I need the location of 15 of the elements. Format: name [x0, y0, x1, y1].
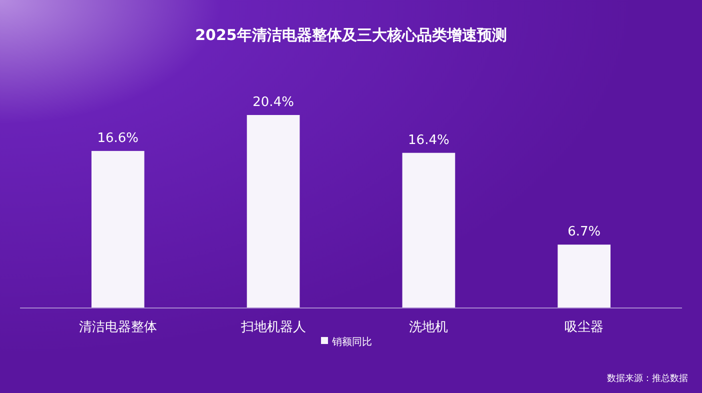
x-tick-label: 清洁电器整体	[78, 320, 157, 335]
bar	[558, 244, 611, 308]
data-label: 16.4%	[408, 132, 450, 148]
bar	[91, 150, 144, 308]
chart-title: 2025年清洁电器整体及三大核心品类增速预测	[195, 26, 507, 44]
x-tick-label: 洗地机	[409, 320, 448, 335]
x-tick-label: 扫地机器人	[240, 320, 306, 335]
x-tick-label: 吸尘器	[564, 320, 604, 335]
legend-label: 销额同比	[331, 336, 372, 348]
bar	[402, 152, 456, 308]
source-note: 数据来源：推总数据	[607, 373, 688, 384]
data-label: 16.6%	[97, 130, 139, 146]
data-label: 20.4%	[252, 95, 294, 110]
data-label: 6.7%	[568, 224, 601, 240]
bar	[246, 115, 300, 308]
